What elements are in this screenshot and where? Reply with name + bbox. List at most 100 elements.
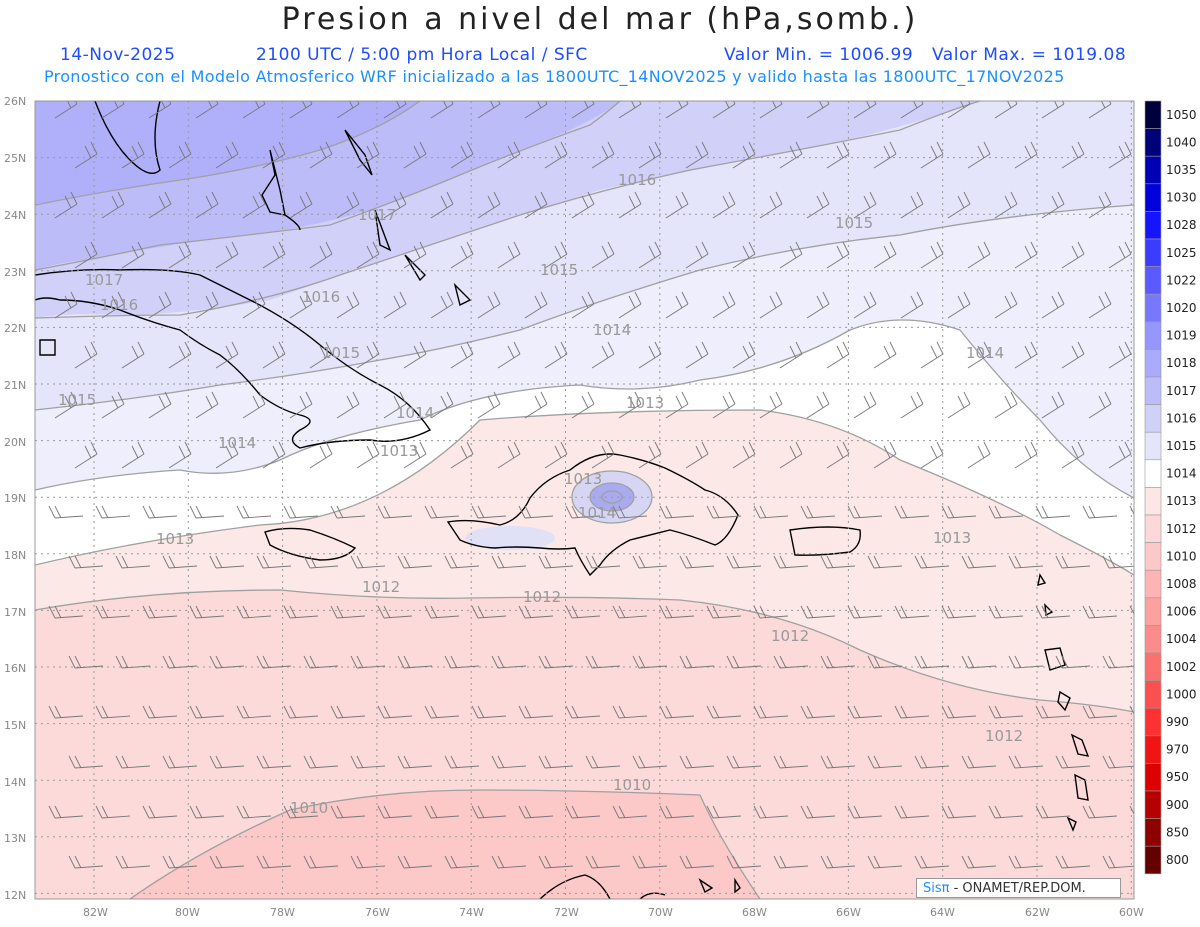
wind-barb bbox=[900, 101, 924, 119]
wind-barb bbox=[947, 291, 971, 319]
wind-barb bbox=[1061, 341, 1085, 369]
wind-barb bbox=[424, 705, 460, 719]
wind-barb bbox=[256, 555, 292, 569]
wind-barb bbox=[1014, 341, 1038, 369]
wind-barb bbox=[1035, 705, 1071, 719]
wind-barb bbox=[68, 755, 104, 769]
wind-barb bbox=[538, 855, 574, 869]
wind-barb bbox=[283, 805, 319, 819]
contour-label: 1010 bbox=[613, 776, 651, 794]
wind-barb bbox=[383, 191, 407, 219]
coastlines bbox=[35, 101, 1090, 899]
wind-barb bbox=[383, 291, 407, 319]
wind-barb bbox=[1014, 241, 1038, 269]
wind-barb bbox=[142, 705, 178, 719]
wind-barb bbox=[779, 141, 803, 169]
wind-barb bbox=[303, 855, 339, 869]
wind-barb bbox=[48, 505, 84, 519]
wind-barb bbox=[215, 241, 239, 269]
colorbar-swatch bbox=[1144, 542, 1162, 571]
wind-barb bbox=[712, 101, 736, 119]
contour-label: 1015 bbox=[540, 261, 578, 279]
colorbar-label: 1004 bbox=[1166, 632, 1197, 646]
wind-barb bbox=[1061, 141, 1085, 169]
wind-barb bbox=[148, 101, 172, 119]
lat-label: 24N bbox=[4, 209, 26, 222]
wind-barb bbox=[994, 391, 1018, 419]
wind-barb bbox=[309, 341, 333, 369]
contour-label: 1012 bbox=[771, 627, 809, 645]
wind-barb bbox=[477, 191, 501, 219]
wind-barb bbox=[820, 755, 856, 769]
colorbar-swatch bbox=[1144, 735, 1162, 764]
wind-barb bbox=[242, 101, 266, 119]
wind-barb bbox=[994, 291, 1018, 319]
wind-barb bbox=[397, 655, 433, 669]
wind-barb bbox=[685, 241, 709, 269]
wind-barb bbox=[632, 555, 668, 569]
colorbar-label: 1050 bbox=[1166, 108, 1197, 122]
lat-label: 18N bbox=[4, 549, 26, 562]
wind-barb bbox=[491, 655, 527, 669]
wind-barb bbox=[712, 291, 736, 319]
lon-label: 76W bbox=[365, 906, 390, 919]
colorbar-label: 1014 bbox=[1166, 467, 1197, 481]
wind-barb bbox=[289, 391, 313, 419]
wind-barb bbox=[806, 191, 830, 219]
wind-barb bbox=[336, 101, 360, 119]
wind-barb bbox=[168, 341, 192, 369]
wind-barb bbox=[679, 755, 715, 769]
colorbar-swatch bbox=[1144, 514, 1162, 543]
wind-barb bbox=[74, 241, 98, 269]
wind-barb bbox=[612, 505, 648, 519]
wind-barb bbox=[826, 141, 850, 169]
colorbar-swatch bbox=[1144, 431, 1162, 461]
wind-barb bbox=[54, 291, 78, 319]
wind-barbs bbox=[48, 101, 1134, 869]
wind-barb bbox=[753, 505, 789, 519]
wind-barb bbox=[430, 291, 454, 319]
wind-barb bbox=[256, 655, 292, 669]
wind-barb bbox=[585, 655, 621, 669]
wind-barb bbox=[538, 555, 574, 569]
wind-barb bbox=[618, 101, 642, 119]
colorbar-label: 1017 bbox=[1166, 384, 1197, 398]
wind-barb bbox=[121, 241, 145, 269]
contour-label: 1014 bbox=[218, 434, 256, 452]
brand-logo: Sisπ bbox=[923, 881, 950, 896]
wind-barb bbox=[706, 605, 742, 619]
wind-barb bbox=[256, 755, 292, 769]
wind-barb bbox=[524, 101, 548, 119]
colorbar: 1050 1040 1035 1030 1028 1025 1022 1020 1019 1018… bbox=[1144, 100, 1197, 875]
wind-barb bbox=[115, 855, 151, 869]
wind-barb bbox=[54, 101, 78, 119]
wind-barb bbox=[612, 805, 648, 819]
lon-label: 82W bbox=[83, 906, 108, 919]
colorbar-label: 1008 bbox=[1166, 577, 1197, 591]
wind-barb bbox=[571, 391, 595, 419]
wind-barb bbox=[168, 441, 192, 469]
wind-barb bbox=[142, 805, 178, 819]
wind-barb bbox=[309, 241, 333, 269]
wind-barb bbox=[471, 705, 507, 719]
wind-barb bbox=[1014, 141, 1038, 169]
wind-barb bbox=[665, 191, 689, 219]
wind-barb bbox=[262, 341, 286, 369]
colorbar-label: 1040 bbox=[1166, 135, 1197, 149]
lat-label: 21N bbox=[4, 379, 26, 392]
wind-barb bbox=[403, 441, 427, 469]
wind-barb bbox=[450, 441, 474, 469]
contour-label: 1014 bbox=[578, 504, 616, 522]
wind-barb bbox=[632, 655, 668, 669]
wind-barb bbox=[659, 805, 695, 819]
colorbar-swatch bbox=[1144, 625, 1162, 654]
lon-label: 66W bbox=[836, 906, 861, 919]
wind-barb bbox=[1102, 655, 1134, 669]
wind-barb bbox=[195, 291, 219, 319]
wind-barb bbox=[168, 141, 192, 169]
wind-barb bbox=[1102, 755, 1134, 769]
contour-label: 1015 bbox=[835, 214, 873, 232]
wind-barb bbox=[585, 555, 621, 569]
wind-barb bbox=[1041, 291, 1065, 319]
wind-barb bbox=[518, 505, 554, 519]
